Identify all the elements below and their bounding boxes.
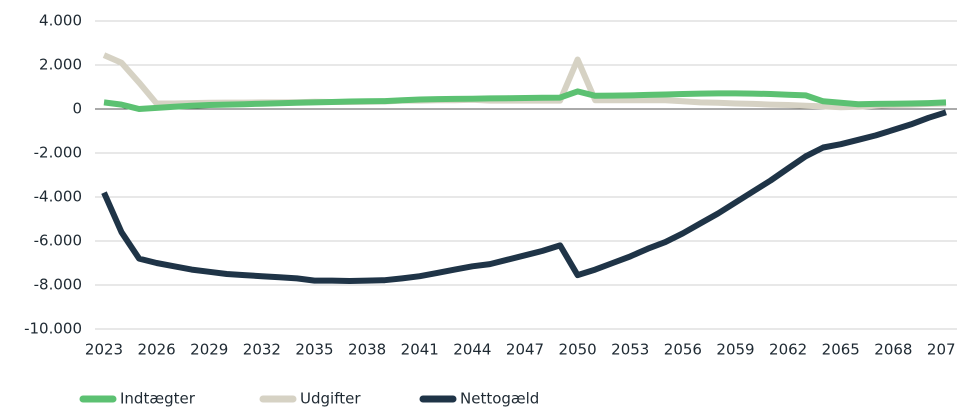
series-line xyxy=(103,88,947,112)
x-tick-label: 2026 xyxy=(138,341,176,359)
series-line xyxy=(101,109,947,284)
x-tick-label: 2071 xyxy=(927,341,957,359)
legend-label: Nettogæld xyxy=(460,390,539,408)
y-tick-label: 0 xyxy=(72,100,82,118)
x-tick-label: 2038 xyxy=(348,341,386,359)
y-tick-label: -2.000 xyxy=(34,144,82,162)
x-tick-label: 2050 xyxy=(559,341,597,359)
y-tick-label: -6.000 xyxy=(34,232,82,250)
y-tick-label: -4.000 xyxy=(34,188,82,206)
x-tick-label: 2053 xyxy=(611,341,649,359)
x-tick-label: 2035 xyxy=(295,341,333,359)
x-tick-label: 2059 xyxy=(716,341,754,359)
y-tick-label: 4.000 xyxy=(39,12,82,30)
x-tick-label: 2062 xyxy=(769,341,807,359)
x-tick-label: 2068 xyxy=(874,341,912,359)
x-tick-label: 2029 xyxy=(190,341,228,359)
y-tick-label: 2.000 xyxy=(39,56,82,74)
x-tick-label: 2041 xyxy=(401,341,439,359)
x-tick-label: 2044 xyxy=(453,341,491,359)
legend-label: Udgifter xyxy=(300,390,361,408)
y-tick-label: -8.000 xyxy=(34,276,82,294)
x-tick-label: 2065 xyxy=(822,341,860,359)
x-tick-label: 2056 xyxy=(664,341,702,359)
y-tick-label: -10.000 xyxy=(24,320,82,338)
x-tick-label: 2023 xyxy=(85,341,123,359)
legend-label: Indtægter xyxy=(120,390,196,408)
x-tick-label: 2032 xyxy=(243,341,281,359)
x-tick-label: 2047 xyxy=(506,341,544,359)
